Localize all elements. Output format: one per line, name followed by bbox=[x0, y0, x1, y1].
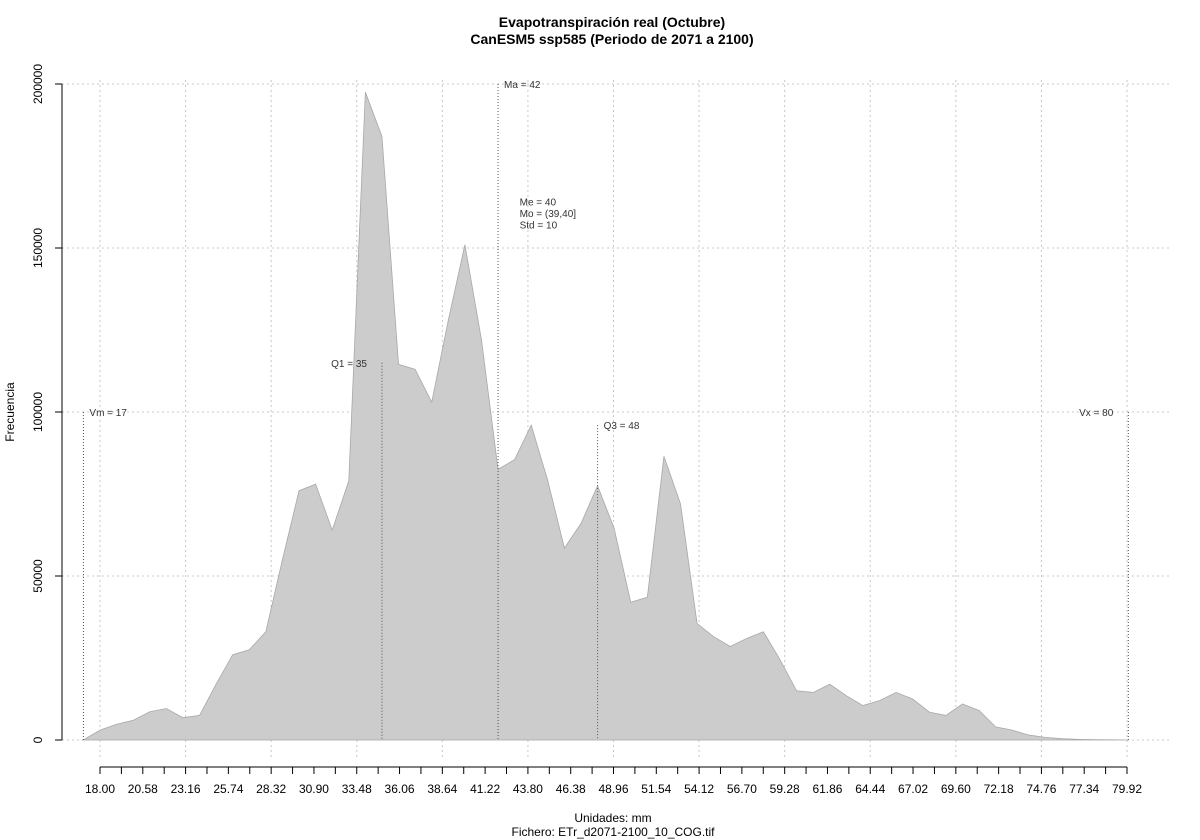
marker-label: Ma = 42 bbox=[504, 80, 541, 91]
chart-subtitle: CanESM5 ssp585 (Periodo de 2071 a 2100) bbox=[470, 31, 753, 47]
x-tick-label: 74.76 bbox=[1026, 782, 1056, 796]
x-tick-label: 28.32 bbox=[256, 782, 286, 796]
x-tick-label: 30.90 bbox=[299, 782, 329, 796]
x-tick-label: 67.02 bbox=[898, 782, 928, 796]
statistic-markers: Vm = 17 Q1 = 35 Ma = 42 Q3 = 48 Vx = 80 bbox=[82, 80, 1129, 740]
x-tick-label: 20.58 bbox=[128, 782, 158, 796]
marker-label: Q1 = 35 bbox=[331, 359, 367, 370]
chart-title: Evapotranspiración real (Octubre) bbox=[499, 14, 725, 30]
x-tick-label: 18.00 bbox=[85, 782, 115, 796]
marker-label: Vx = 80 bbox=[1079, 408, 1114, 419]
file-name-label: Fichero: ETr_d2071-2100_10_COG.tif bbox=[512, 825, 716, 839]
x-tick-label: 23.16 bbox=[171, 782, 201, 796]
y-tick-label: 100000 bbox=[31, 392, 45, 432]
y-tick-label: 200000 bbox=[31, 64, 45, 104]
y-axis: 0 50000 100000 150000 200000 bbox=[31, 64, 63, 743]
x-tick-label: 54.12 bbox=[684, 782, 714, 796]
y-axis-label: Frecuencia bbox=[3, 382, 17, 442]
x-tick-label: 56.70 bbox=[727, 782, 757, 796]
x-tick-label: 61.86 bbox=[812, 782, 842, 796]
x-tick-label: 33.48 bbox=[342, 782, 372, 796]
x-tick-label: 72.18 bbox=[984, 782, 1014, 796]
x-tick-label: 46.38 bbox=[556, 782, 586, 796]
y-tick-label: 150000 bbox=[31, 228, 45, 268]
x-axis-label: Unidades: mm bbox=[574, 811, 651, 825]
marker-label: Vm = 17 bbox=[89, 408, 127, 419]
y-tick-label: 0 bbox=[31, 736, 45, 743]
x-tick-label: 48.96 bbox=[598, 782, 628, 796]
x-tick-label: 77.34 bbox=[1069, 782, 1099, 796]
marker-label: Q3 = 48 bbox=[604, 421, 640, 432]
x-tick-label: 38.64 bbox=[427, 782, 457, 796]
x-tick-label: 64.44 bbox=[855, 782, 885, 796]
x-tick-label: 25.74 bbox=[213, 782, 243, 796]
x-tick-label: 51.54 bbox=[641, 782, 671, 796]
x-tick-label: 36.06 bbox=[385, 782, 415, 796]
x-tick-label: 59.28 bbox=[770, 782, 800, 796]
x-tick-label: 69.60 bbox=[941, 782, 971, 796]
stat-label: Std = 10 bbox=[520, 220, 558, 231]
stat-label: Mo = (39,40] bbox=[520, 209, 577, 220]
x-axis: 18.00 20.58 23.16 25.74 28.32 30.90 33.48 36.06… bbox=[85, 766, 1142, 796]
frequency-area bbox=[81, 92, 1129, 741]
x-tick-label: 79.92 bbox=[1112, 782, 1142, 796]
x-tick-label: 43.80 bbox=[513, 782, 543, 796]
x-tick-label: 41.22 bbox=[470, 782, 500, 796]
stat-label: Me = 40 bbox=[520, 197, 557, 208]
y-tick-label: 50000 bbox=[31, 559, 45, 593]
